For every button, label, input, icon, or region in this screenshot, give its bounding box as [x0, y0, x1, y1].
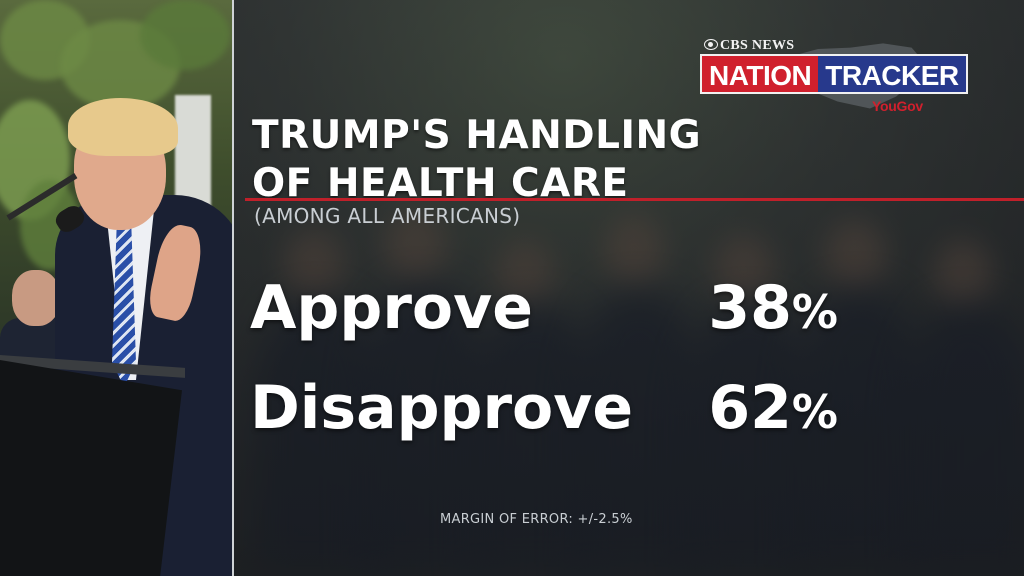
nation-tracker-badge: NATION TRACKER	[700, 54, 968, 94]
graphic-subtitle: (AMONG ALL AMERICANS)	[254, 204, 521, 228]
cbs-news-wordmark: CBS NEWS	[704, 38, 794, 54]
result-row-approve: Approve 38%	[250, 268, 850, 348]
photo-divider	[232, 0, 234, 576]
result-row-disapprove: Disapprove 62%	[250, 368, 850, 448]
nation-tracker-logo: CBS NEWS NATION TRACKER YouGov	[700, 38, 968, 118]
title-line-1: TRUMP'S HANDLING	[252, 113, 702, 158]
result-value: 62%	[708, 373, 838, 443]
result-label: Disapprove	[250, 373, 634, 443]
graphic-title: TRUMP'S HANDLING OF HEALTH CARE	[252, 112, 701, 208]
yougov-logo: YouGov	[872, 98, 923, 114]
speaker-photo	[0, 0, 232, 576]
nation-label: NATION	[700, 54, 819, 94]
blurred-crowd-background	[234, 0, 1024, 576]
tracker-label: TRACKER	[818, 54, 968, 94]
result-label: Approve	[250, 273, 533, 343]
margin-of-error: MARGIN OF ERROR: +/-2.5%	[440, 512, 633, 527]
result-value: 38%	[708, 273, 838, 343]
cbs-eye-icon	[704, 39, 718, 50]
title-underline	[245, 198, 1024, 201]
